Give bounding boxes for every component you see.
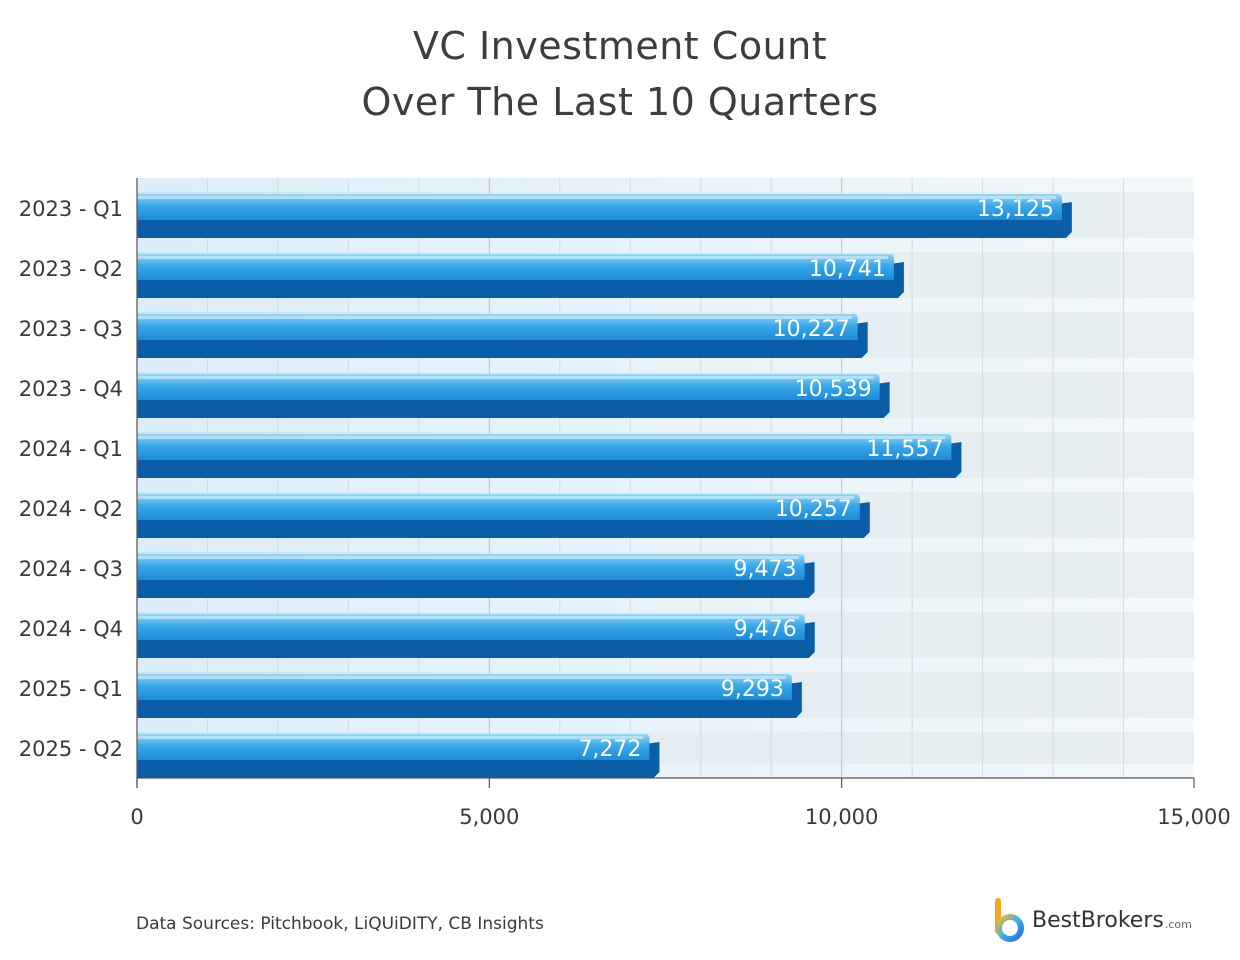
bar-9: 7,272	[137, 734, 660, 778]
bar-value-label-9: 7,272	[578, 737, 641, 762]
band-light-6	[137, 538, 1194, 552]
bar-value-label-1: 10,741	[809, 257, 886, 282]
bar-face-9	[137, 734, 650, 760]
bar-highlight-8	[137, 676, 786, 679]
bars: 13,125 10,741 10,227 10,539 11,557 10,257 9,47…	[137, 194, 1072, 778]
bar-face-8	[137, 674, 792, 700]
band-light-9	[137, 718, 1194, 732]
x-tick-label-1: 5,000	[459, 805, 519, 829]
y-tick-label-9: 2025 - Q2	[19, 737, 123, 761]
bar-highlight-2	[137, 316, 852, 319]
bar-face-1	[137, 254, 894, 280]
logo-name: BestBrokers	[1032, 907, 1164, 933]
bar-face-3	[137, 374, 880, 400]
bestbrokers-logo[interactable]: BestBrokers .com	[992, 896, 1192, 944]
x-tick-label-2: 10,000	[805, 805, 878, 829]
band-light-4	[137, 418, 1194, 432]
band-light-0	[137, 178, 1194, 192]
bar-2: 10,227	[137, 314, 868, 358]
y-axis-labels: 2023 - Q1 2023 - Q2 2023 - Q3 2023 - Q4 2024…	[19, 197, 123, 761]
bar-3: 10,539	[137, 374, 890, 418]
bestbrokers-b-icon	[995, 898, 1024, 942]
x-tick-label-3: 15,000	[1157, 805, 1230, 829]
band-light-8	[137, 658, 1194, 672]
bar-highlight-5	[137, 496, 854, 499]
band-light-2	[137, 298, 1194, 312]
chart-title-line-1: VC Investment Count	[412, 24, 828, 68]
y-tick-label-4: 2024 - Q1	[19, 437, 123, 461]
chart-title: VC Investment Count Over The Last 10 Qua…	[0, 18, 1240, 130]
bar-value-label-2: 10,227	[773, 317, 850, 342]
y-tick-label-1: 2023 - Q2	[19, 257, 123, 281]
bar-highlight-0	[137, 196, 1056, 199]
bar-face-6	[137, 554, 805, 580]
band-light-5	[137, 478, 1194, 492]
y-tick-label-5: 2024 - Q2	[19, 497, 123, 521]
bar-face-2	[137, 314, 858, 340]
y-tick-label-2: 2023 - Q3	[19, 317, 123, 341]
y-tick-label-6: 2024 - Q3	[19, 557, 123, 581]
bar-value-label-4: 11,557	[866, 437, 943, 462]
bar-value-label-3: 10,539	[795, 377, 872, 402]
bar-6: 9,473	[137, 554, 815, 598]
band-light-3	[137, 358, 1194, 372]
bar-1: 10,741	[137, 254, 904, 298]
bar-8: 9,293	[137, 674, 802, 718]
bar-value-label-7: 9,476	[734, 617, 797, 642]
logo-suffix: .com	[1164, 917, 1192, 931]
bar-value-label-5: 10,257	[775, 497, 852, 522]
y-tick-label-0: 2023 - Q1	[19, 197, 123, 221]
bar-0: 13,125	[137, 194, 1072, 238]
y-tick-label-7: 2024 - Q4	[19, 617, 123, 641]
bar-highlight-7	[137, 616, 799, 619]
bar-highlight-3	[137, 376, 874, 379]
bar-value-label-8: 9,293	[721, 677, 784, 702]
y-tick-label-8: 2025 - Q1	[19, 677, 123, 701]
bar-face-7	[137, 614, 805, 640]
x-tick-label-0: 0	[130, 805, 143, 829]
y-tick-label-3: 2023 - Q4	[19, 377, 123, 401]
chart-title-line-2: Over The Last 10 Quarters	[361, 80, 879, 124]
bar-highlight-4	[137, 436, 946, 439]
bar-face-5	[137, 494, 860, 520]
x-axis: 0 5,000 10,000 15,000	[130, 178, 1231, 829]
bar-highlight-9	[137, 736, 644, 739]
bar-value-label-0: 13,125	[977, 197, 1054, 222]
data-source-note: Data Sources: Pitchbook, LiQUiDITY, CB I…	[136, 914, 544, 934]
bar-highlight-6	[137, 556, 799, 559]
bar-4: 11,557	[137, 434, 962, 478]
bar-highlight-1	[137, 256, 888, 259]
band-light-7	[137, 598, 1194, 612]
bar-7: 9,476	[137, 614, 815, 658]
bar-face-4	[137, 434, 952, 460]
bar-5: 10,257	[137, 494, 870, 538]
bar-face-0	[137, 194, 1062, 220]
band-light-1	[137, 238, 1194, 252]
bar-value-label-6: 9,473	[734, 557, 797, 582]
